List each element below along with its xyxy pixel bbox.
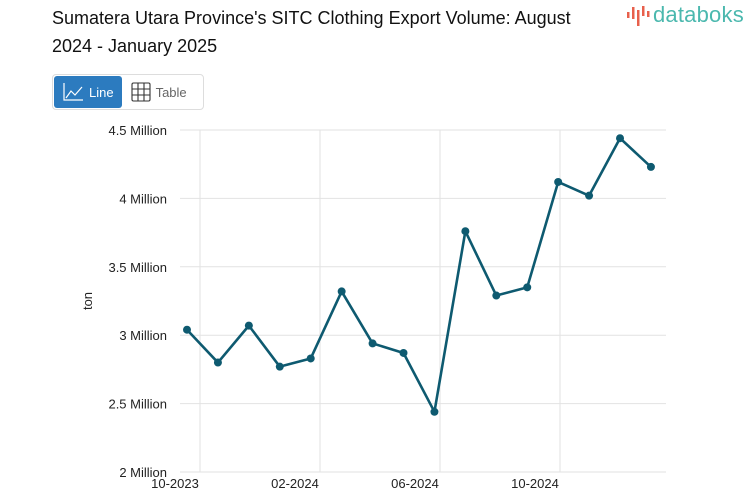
y-tick-label: 3 Million	[119, 328, 167, 343]
table-grid-icon	[131, 82, 151, 102]
data-point-10-2024[interactable]	[554, 177, 563, 186]
x-tick-label: 10-2024	[511, 476, 559, 491]
line-chart-icon	[63, 83, 83, 101]
y-tick-label: 4.5 Million	[108, 123, 167, 138]
y-axis-label: ton	[80, 292, 95, 310]
data-point-08-2024[interactable]	[492, 291, 501, 300]
chart-title: Sumatera Utara Province's SITC Clothing …	[52, 8, 571, 56]
line-view-button[interactable]: Line	[54, 76, 122, 108]
series-line	[186, 136, 652, 414]
data-point-12-2023[interactable]	[244, 321, 253, 330]
data-point-01-2025[interactable]	[646, 162, 655, 171]
data-point-07-2024[interactable]	[461, 227, 470, 236]
data-point-12-2024[interactable]	[616, 134, 625, 143]
data-point-11-2023[interactable]	[213, 358, 222, 367]
y-tick-label: 2.5 Million	[108, 397, 167, 412]
logo-bars-icon	[627, 6, 650, 26]
data-point-02-2024[interactable]	[306, 354, 315, 363]
data-point-01-2024[interactable]	[275, 362, 284, 371]
data-point-11-2024[interactable]	[585, 191, 594, 200]
table-view-button[interactable]: Table	[123, 75, 195, 109]
x-tick-label: 06-2024	[391, 476, 439, 491]
x-tick-label: 10-2023	[151, 476, 199, 491]
data-point-10-2023[interactable]	[183, 325, 191, 334]
table-label: Table	[155, 84, 187, 100]
data-point-04-2024[interactable]	[368, 339, 377, 348]
logo-text: databoks	[653, 2, 744, 27]
x-tick-label: 02-2024	[271, 476, 319, 491]
databoks-logo: databoks	[626, 2, 744, 28]
view-toggle: Line Table	[52, 74, 204, 110]
data-point-09-2024[interactable]	[523, 283, 532, 292]
data-point-03-2024[interactable]	[337, 287, 346, 296]
y-tick-label: 2 Million	[119, 465, 167, 480]
data-point-06-2024[interactable]	[430, 407, 439, 416]
y-tick-label: 3.5 Million	[108, 260, 167, 275]
data-point-05-2024[interactable]	[399, 348, 408, 357]
y-tick-label: 4 Million	[119, 191, 167, 206]
line-label: Line	[89, 84, 114, 100]
